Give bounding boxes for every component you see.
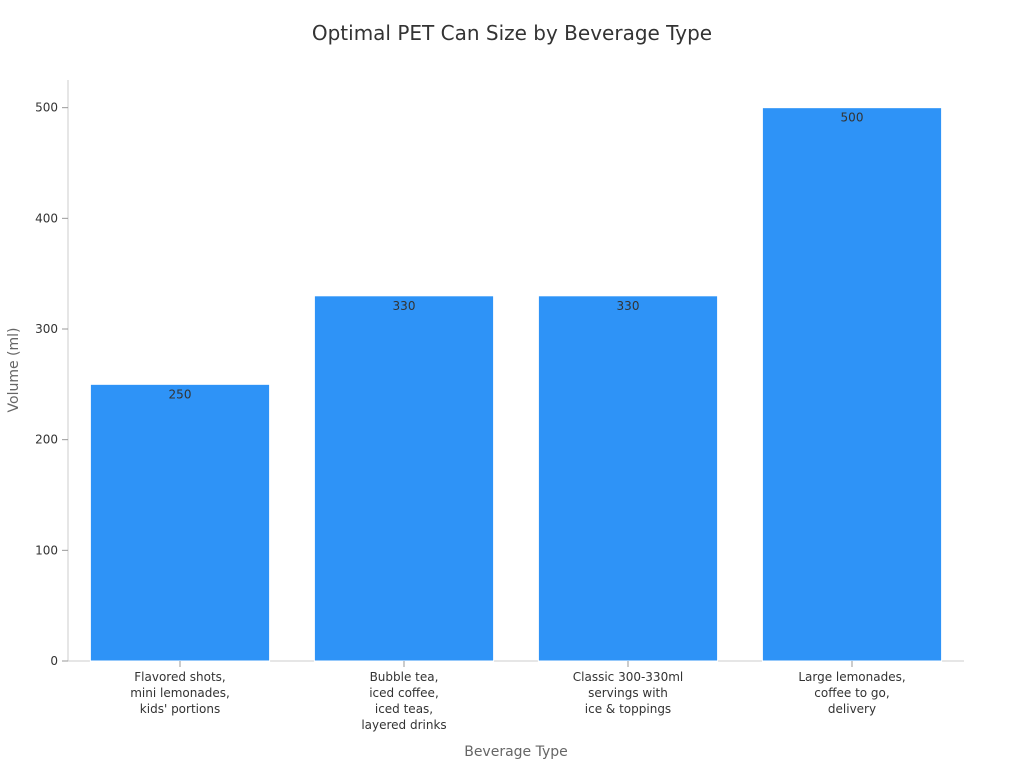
x-tick-label-line: servings with <box>588 686 668 700</box>
x-tick-label-line: coffee to go, <box>814 686 889 700</box>
x-tick-label-line: Large lemonades, <box>798 670 905 684</box>
x-tick-label: Flavored shots, mini lemonades, kids' port… <box>130 670 230 716</box>
x-axis-title: Beverage Type <box>464 744 568 760</box>
y-tick-label: 300 <box>35 322 58 336</box>
y-axis-title: Volume (ml) <box>6 328 22 413</box>
x-tick-label: Classic 300-330ml servings with ice & topp… <box>573 670 683 716</box>
data-label: 500 <box>841 111 864 125</box>
x-tick-label-line: iced coffee, <box>369 686 439 700</box>
data-label: 330 <box>617 299 640 313</box>
x-tick-label-line: delivery <box>828 702 876 716</box>
x-tick-label: Large lemonades, coffee to go, delivery <box>798 670 905 716</box>
data-label: 250 <box>169 387 192 401</box>
x-tick-label-line: kids' portions <box>140 702 220 716</box>
y-tick-label: 200 <box>35 433 58 447</box>
data-label: 330 <box>393 299 416 313</box>
x-tick-label-line: iced teas, <box>375 702 433 716</box>
plot-area: 0 100 200 300 400 500 250 Flavored shots, mini l… <box>35 80 964 732</box>
y-tick-label: 400 <box>35 211 58 225</box>
bar <box>537 295 719 662</box>
y-tick-label: 100 <box>35 543 58 557</box>
x-tick-label-line: mini lemonades, <box>130 686 230 700</box>
x-tick-label: Bubble tea, iced coffee, iced teas, layered… <box>361 670 446 732</box>
bar <box>761 107 943 662</box>
bar <box>313 295 495 662</box>
x-tick-label-line: layered drinks <box>361 718 446 732</box>
x-tick-label-line: Flavored shots, <box>134 670 226 684</box>
x-tick-label-line: ice & toppings <box>585 702 671 716</box>
bar <box>89 383 271 662</box>
y-tick-label: 0 <box>50 654 58 668</box>
chart-title: Optimal PET Can Size by Beverage Type <box>312 21 712 45</box>
x-tick-label-line: Classic 300-330ml <box>573 670 683 684</box>
y-tick-label: 500 <box>35 101 58 115</box>
x-tick-label-line: Bubble tea, <box>370 670 439 684</box>
